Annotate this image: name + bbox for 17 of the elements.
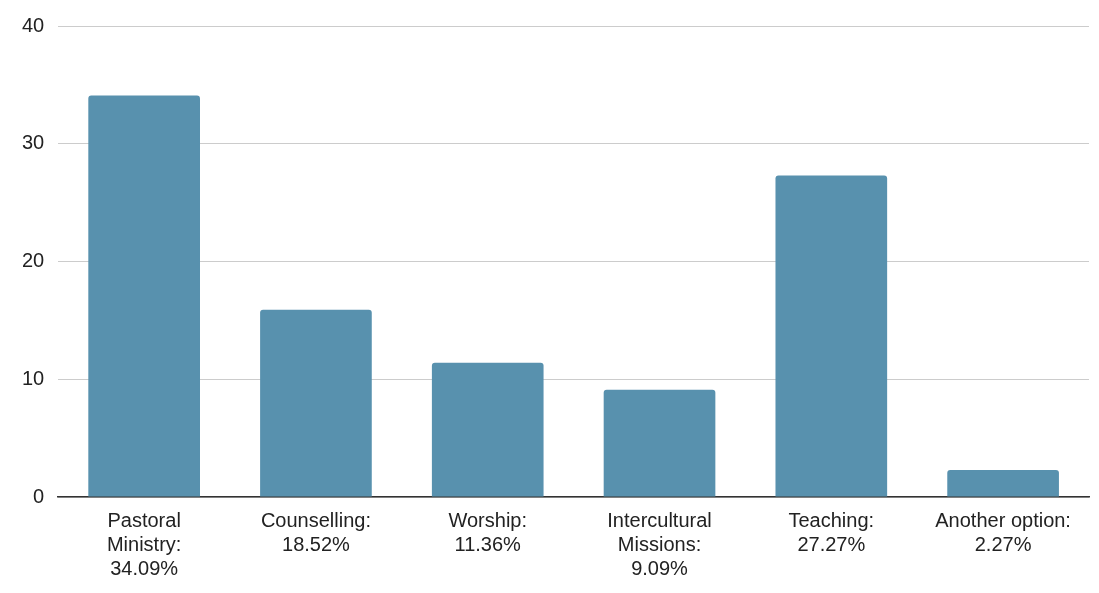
bar	[431, 362, 544, 497]
x-tick-label: Worship: 11.36%	[448, 508, 527, 555]
bar	[947, 469, 1059, 497]
y-tick-label: 20	[22, 249, 45, 272]
x-tick-label: Another option: 2.27%	[935, 508, 1071, 555]
x-tick-label: Counselling: 18.52%	[260, 508, 371, 555]
x-tick-label: Intercultural Missions: 9.09%	[607, 508, 712, 579]
y-tick-label: 40	[22, 13, 45, 36]
bar	[260, 309, 372, 497]
y-tick-label: 10	[22, 366, 45, 389]
bar	[88, 95, 200, 497]
bar	[603, 389, 716, 497]
x-tick-label: Pastoral Ministry: 34.09%	[106, 508, 182, 579]
x-tick-label: Teaching: 27.27%	[788, 508, 875, 555]
y-tick-label: 30	[22, 131, 45, 154]
y-tick-label: 0	[33, 484, 45, 507]
bar	[775, 175, 888, 497]
